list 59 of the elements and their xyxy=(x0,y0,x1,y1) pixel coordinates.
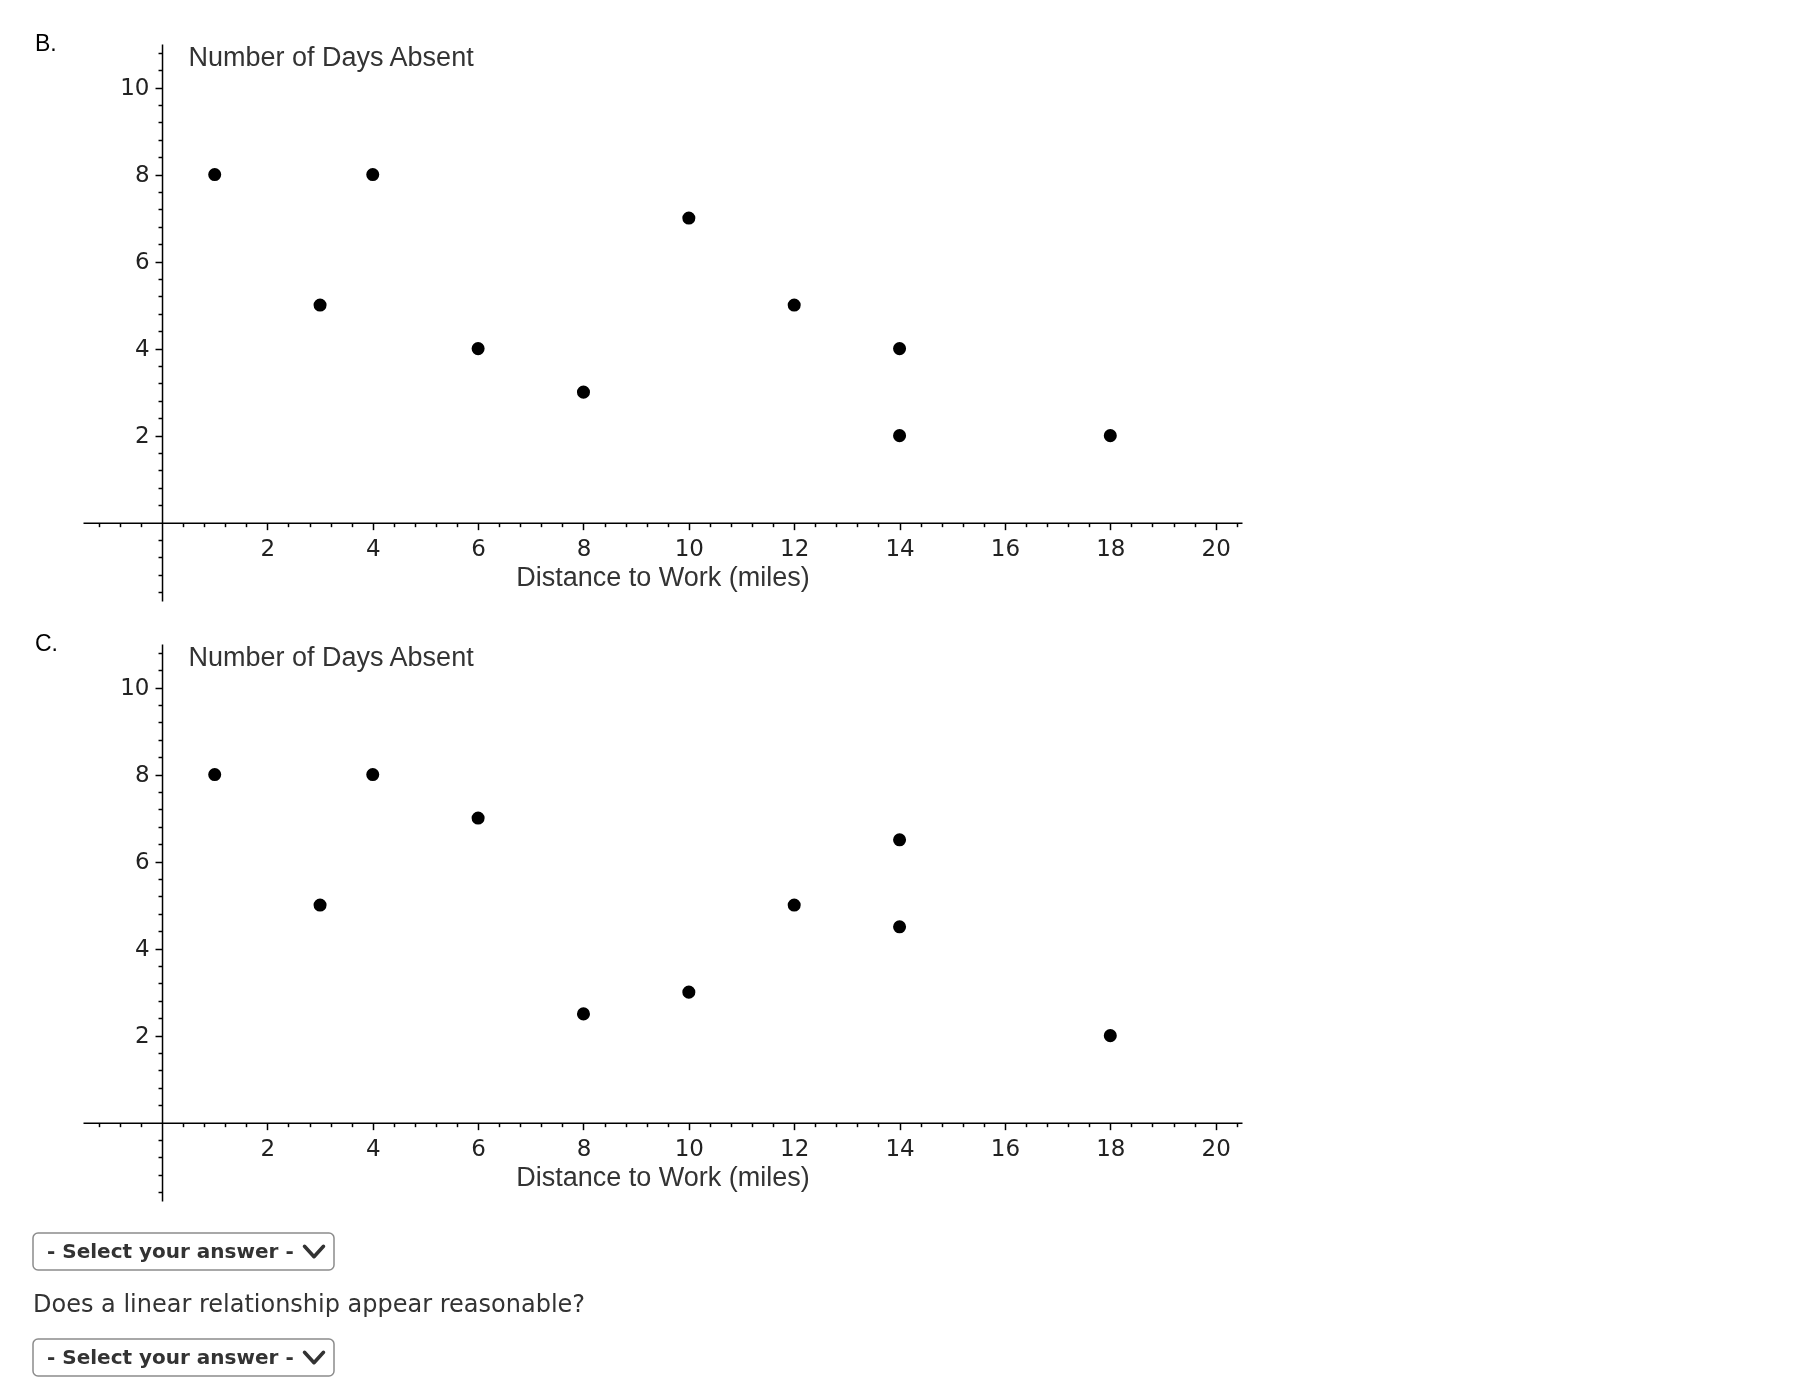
x-tick-label: 8 xyxy=(576,535,592,562)
y-tick-label: 10 xyxy=(120,674,150,701)
x-tick-label: 12 xyxy=(780,535,810,562)
point xyxy=(1103,429,1117,443)
x-tick-label: 10 xyxy=(674,1135,704,1162)
x-tick-label: 20 xyxy=(1201,1135,1231,1162)
x-tick-label: 8 xyxy=(576,1135,592,1162)
text: - Select your answer - xyxy=(47,1238,294,1263)
y-tick-label: 6 xyxy=(134,248,150,275)
point xyxy=(1103,1029,1117,1043)
point xyxy=(893,920,907,934)
y-tick-label: 10 xyxy=(120,74,150,101)
point xyxy=(208,768,222,782)
x-tick-label: 6 xyxy=(471,535,486,562)
point xyxy=(682,985,696,999)
y-axis-title: Number of Days Absent xyxy=(188,41,475,72)
chart-title: B. xyxy=(35,29,57,56)
point xyxy=(366,168,380,182)
x-axis-title: Distance to Work (miles) xyxy=(516,1162,810,1193)
x-tick-label: 16 xyxy=(990,1135,1021,1162)
x-tick-label: 14 xyxy=(885,535,915,562)
x-tick-label: 6 xyxy=(471,1135,486,1162)
chart-title: C. xyxy=(35,629,58,656)
text: - Select your answer - xyxy=(47,1344,294,1369)
x-tick-label: 14 xyxy=(885,1135,915,1162)
point xyxy=(313,898,327,912)
point xyxy=(576,1007,590,1021)
point xyxy=(893,342,907,356)
y-tick-label: 4 xyxy=(134,335,150,362)
y-tick-label: 4 xyxy=(134,935,150,962)
point xyxy=(682,211,696,225)
x-tick-label: 18 xyxy=(1096,535,1126,562)
text: Does a linear relationship appear reasonable? xyxy=(33,1289,586,1318)
point xyxy=(893,429,907,443)
x-tick-label: 4 xyxy=(365,535,381,562)
y-tick-label: 2 xyxy=(134,422,150,449)
point xyxy=(208,168,222,182)
x-tick-label: 18 xyxy=(1096,1135,1126,1162)
x-tick-label: 2 xyxy=(260,535,276,562)
x-axis-title: Distance to Work (miles) xyxy=(516,562,810,593)
x-tick-label: 16 xyxy=(990,535,1021,562)
point xyxy=(471,811,485,825)
point xyxy=(787,298,801,312)
point xyxy=(313,298,327,312)
y-tick-label: 2 xyxy=(134,1022,150,1049)
point xyxy=(471,342,485,356)
y-tick-label: 6 xyxy=(134,848,150,875)
point xyxy=(576,385,590,399)
x-tick-label: 2 xyxy=(260,1135,276,1162)
x-tick-label: 10 xyxy=(674,535,704,562)
y-tick-label: 8 xyxy=(134,761,150,788)
point xyxy=(787,898,801,912)
y-tick-label: 8 xyxy=(134,161,150,188)
point xyxy=(893,833,907,847)
x-tick-label: 4 xyxy=(365,1135,381,1162)
x-tick-label: 20 xyxy=(1201,535,1231,562)
x-tick-label: 12 xyxy=(780,1135,810,1162)
point xyxy=(366,768,380,782)
y-axis-title: Number of Days Absent xyxy=(188,641,475,672)
